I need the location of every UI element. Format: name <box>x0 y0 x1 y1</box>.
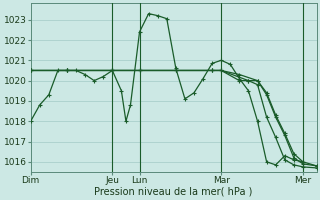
X-axis label: Pression niveau de la mer( hPa ): Pression niveau de la mer( hPa ) <box>94 187 253 197</box>
